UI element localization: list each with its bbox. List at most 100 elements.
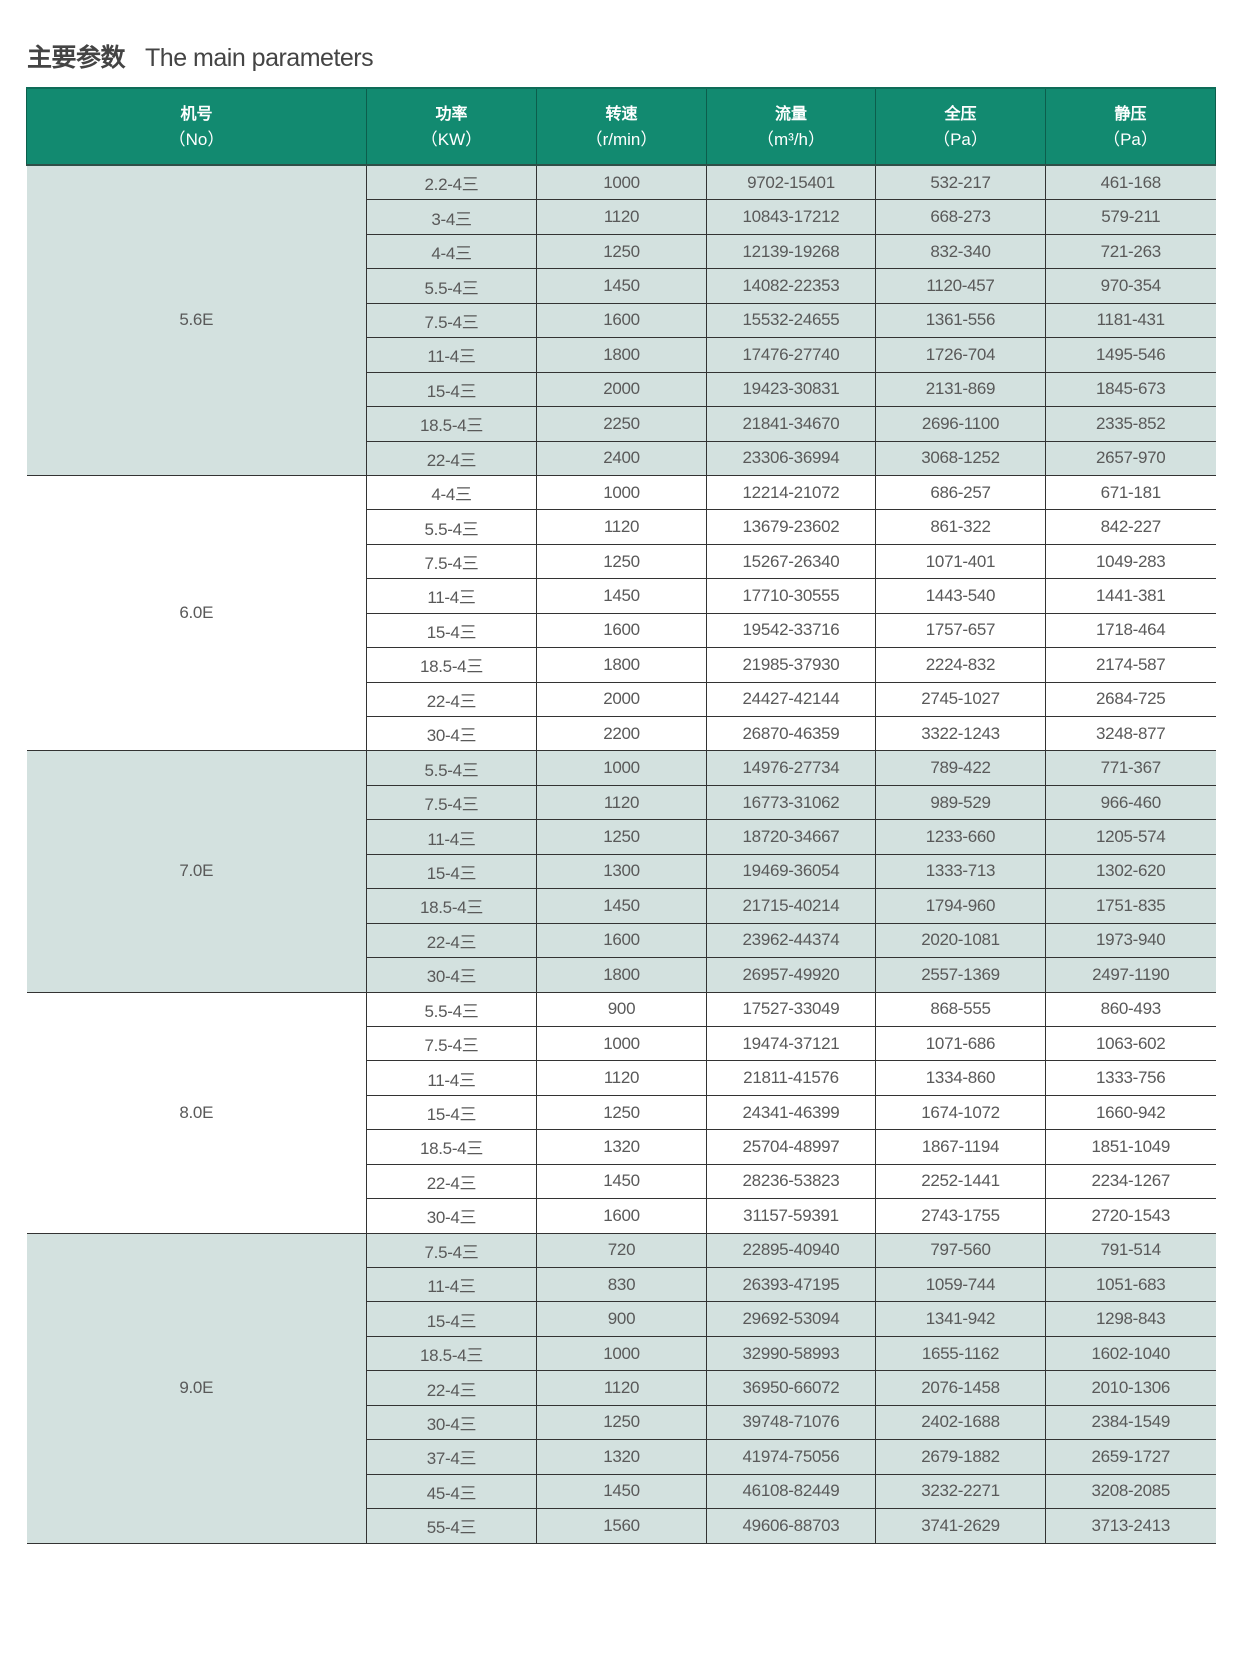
header-no: 机号 （No） [26, 87, 367, 166]
total-pressure-cell: 686-257 [875, 474, 1046, 511]
table-row: 6.0E 4-4三 1000 12214-21072 686-257 671-181 [26, 474, 1216, 752]
power-cell: 30-4三 [366, 1198, 537, 1234]
flow-cell: 25704-48997 [706, 1129, 876, 1165]
static-pressure-cell: 1973-940 [1045, 922, 1216, 959]
total-pressure-cell: 2696-1100 [875, 406, 1046, 442]
model-number-cell: 5.6E [26, 164, 367, 476]
flow-cell: 19542-33716 [706, 612, 876, 649]
power-cell: 11-4三 [366, 1266, 537, 1303]
speed-cell: 1450 [536, 888, 707, 924]
static-pressure-cell: 1845-673 [1045, 371, 1216, 408]
static-pressure-cell: 3208-2085 [1045, 1473, 1216, 1510]
speed-cell: 1450 [536, 268, 707, 304]
static-pressure-cell: 1181-431 [1045, 302, 1216, 339]
table-body: 5.6E 2.2-4三 1000 9702-15401 532-217 461-168 3-… [26, 164, 1216, 1544]
page-title: 主要参数 The main parameters [27, 38, 374, 74]
flow-cell: 17710-30555 [706, 578, 876, 614]
static-pressure-cell: 2684-725 [1045, 681, 1216, 718]
table-row: 7.0E 5.5-4三 1000 14976-27734 789-422 771-367 [26, 750, 1216, 993]
speed-cell: 1120 [536, 1370, 707, 1406]
model-number-cell: 8.0E [26, 991, 367, 1234]
total-pressure-cell: 1674-1072 [875, 1094, 1046, 1131]
total-pressure-cell: 1120-457 [875, 268, 1046, 304]
total-pressure-cell: 1233-660 [875, 819, 1046, 855]
power-cell: 7.5-4三 [366, 1232, 537, 1269]
power-cell: 18.5-4三 [366, 888, 537, 924]
table-row: 5.6E 2.2-4三 1000 9702-15401 532-217 461-168 [26, 164, 1216, 476]
power-cell: 5.5-4三 [366, 268, 537, 304]
power-cell: 4-4三 [366, 233, 537, 270]
power-cell: 22-4三 [366, 1163, 537, 1200]
flow-cell: 22895-40940 [706, 1232, 876, 1269]
speed-cell: 1600 [536, 302, 707, 339]
speed-cell: 1800 [536, 337, 707, 373]
table-row: 11-4三 1800 17476-27740 1726-704 1495-546 [27, 337, 1216, 373]
flow-cell: 15267-26340 [706, 543, 876, 580]
title-cn: 主要参数 [27, 44, 126, 72]
total-pressure-cell: 2679-1882 [875, 1439, 1046, 1475]
speed-cell: 1560 [536, 1508, 707, 1544]
total-pressure-cell: 797-560 [875, 1232, 1046, 1269]
power-cell: 15-4三 [366, 853, 537, 890]
model-number-cell: 7.0E [26, 750, 367, 993]
power-cell: 37-4三 [366, 1439, 537, 1475]
table-row: 18.5-4三 1450 21715-40214 1794-960 1751-835 [27, 888, 1216, 924]
total-pressure-cell: 1757-657 [875, 612, 1046, 649]
power-cell: 45-4三 [366, 1473, 537, 1510]
table-row: 9.0E 7.5-4三 720 22895-40940 797-560 791-514 [26, 1232, 1216, 1544]
static-pressure-cell: 1205-574 [1045, 819, 1216, 855]
table-row: 18.5-4三 1000 32990-58993 1655-1162 1602-1040 [27, 1335, 1216, 1372]
total-pressure-cell: 2131-869 [875, 371, 1046, 408]
table-row: 22-4三 2000 24427-42144 2745-1027 2684-725 [27, 681, 1216, 718]
speed-cell: 1120 [536, 1060, 707, 1096]
speed-cell: 720 [536, 1232, 707, 1269]
power-cell: 22-4三 [366, 681, 537, 718]
speed-cell: 1320 [536, 1129, 707, 1165]
table-row: 3-4三 1120 10843-17212 668-273 579-211 [27, 199, 1216, 235]
speed-cell: 1250 [536, 543, 707, 580]
title-en: The main parameters [145, 44, 374, 72]
table-row: 15-4三 2000 19423-30831 2131-869 1845-673 [27, 371, 1216, 408]
table-row: 30-4三 2200 26870-46359 3322-1243 3248-877 [27, 715, 1216, 752]
flow-cell: 31157-59391 [706, 1198, 876, 1234]
static-pressure-cell: 1298-843 [1045, 1301, 1216, 1337]
total-pressure-cell: 2743-1755 [875, 1198, 1046, 1234]
flow-cell: 19474-37121 [706, 1025, 876, 1062]
flow-cell: 19423-30831 [706, 371, 876, 408]
speed-cell: 1450 [536, 1473, 707, 1510]
flow-cell: 23962-44374 [706, 922, 876, 959]
total-pressure-cell: 2076-1458 [875, 1370, 1046, 1406]
static-pressure-cell: 1049-283 [1045, 543, 1216, 580]
total-pressure-cell: 1333-713 [875, 853, 1046, 890]
flow-cell: 26957-49920 [706, 957, 876, 993]
power-cell: 11-4三 [366, 337, 537, 373]
speed-cell: 1120 [536, 509, 707, 545]
table-row: 22-4三 2400 23306-36994 3068-1252 2657-970 [27, 440, 1216, 476]
flow-cell: 14082-22353 [706, 268, 876, 304]
total-pressure-cell: 3741-2629 [875, 1508, 1046, 1544]
static-pressure-cell: 1660-942 [1045, 1094, 1216, 1131]
static-pressure-cell: 2497-1190 [1045, 957, 1216, 993]
speed-cell: 1600 [536, 922, 707, 959]
power-cell: 15-4三 [366, 1301, 537, 1337]
speed-cell: 1000 [536, 1025, 707, 1062]
speed-cell: 830 [536, 1266, 707, 1303]
table-row: 4-4三 1250 12139-19268 832-340 721-263 [27, 233, 1216, 270]
speed-cell: 1120 [536, 784, 707, 821]
power-cell: 22-4三 [366, 922, 537, 959]
total-pressure-cell: 2402-1688 [875, 1404, 1046, 1441]
flow-cell: 36950-66072 [706, 1370, 876, 1406]
power-cell: 18.5-4三 [366, 647, 537, 683]
speed-cell: 1800 [536, 647, 707, 683]
speed-cell: 1250 [536, 819, 707, 855]
power-cell: 18.5-4三 [366, 406, 537, 442]
total-pressure-cell: 989-529 [875, 784, 1046, 821]
static-pressure-cell: 771-367 [1045, 750, 1216, 786]
static-pressure-cell: 1441-381 [1045, 578, 1216, 614]
static-pressure-cell: 1751-835 [1045, 888, 1216, 924]
table-row: 5.5-4三 1450 14082-22353 1120-457 970-354 [27, 268, 1216, 304]
total-pressure-cell: 1726-704 [875, 337, 1046, 373]
static-pressure-cell: 2010-1306 [1045, 1370, 1216, 1406]
total-pressure-cell: 832-340 [875, 233, 1046, 270]
flow-cell: 16773-31062 [706, 784, 876, 821]
